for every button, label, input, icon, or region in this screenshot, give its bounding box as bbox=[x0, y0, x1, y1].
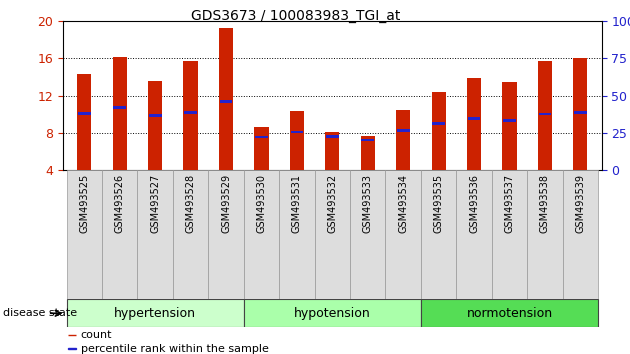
Bar bbox=[113, 57, 127, 170]
Bar bbox=[219, 28, 233, 170]
Bar bbox=[78, 112, 91, 115]
Text: percentile rank within the sample: percentile rank within the sample bbox=[81, 344, 268, 354]
Bar bbox=[527, 170, 563, 299]
Bar bbox=[149, 114, 161, 117]
Bar bbox=[421, 170, 456, 299]
Bar bbox=[432, 122, 445, 125]
Bar bbox=[244, 170, 279, 299]
Bar bbox=[314, 170, 350, 299]
Text: hypertension: hypertension bbox=[114, 307, 196, 320]
Text: GSM493537: GSM493537 bbox=[505, 174, 515, 233]
Text: GSM493532: GSM493532 bbox=[328, 174, 337, 233]
Text: GSM493529: GSM493529 bbox=[221, 174, 231, 233]
Bar bbox=[183, 61, 198, 170]
Text: normotension: normotension bbox=[466, 307, 553, 320]
Bar bbox=[279, 170, 314, 299]
Bar bbox=[255, 136, 268, 138]
Bar bbox=[397, 130, 410, 132]
Text: GSM493534: GSM493534 bbox=[398, 174, 408, 233]
Bar bbox=[362, 139, 374, 141]
Bar bbox=[326, 135, 339, 138]
Bar bbox=[503, 82, 517, 170]
Bar bbox=[69, 348, 76, 349]
Bar bbox=[148, 81, 163, 170]
Bar bbox=[386, 170, 421, 299]
Bar bbox=[350, 170, 386, 299]
Text: GSM493536: GSM493536 bbox=[469, 174, 479, 233]
Bar bbox=[137, 170, 173, 299]
Text: disease state: disease state bbox=[3, 308, 77, 318]
Text: GSM493530: GSM493530 bbox=[256, 174, 266, 233]
Bar bbox=[456, 170, 492, 299]
Bar bbox=[173, 170, 209, 299]
Bar bbox=[255, 127, 268, 170]
Text: hypotension: hypotension bbox=[294, 307, 370, 320]
Bar bbox=[503, 119, 516, 122]
Bar bbox=[77, 74, 91, 170]
Bar bbox=[396, 109, 410, 170]
Bar bbox=[290, 112, 304, 170]
Text: GSM493527: GSM493527 bbox=[150, 174, 160, 233]
Bar bbox=[360, 136, 375, 170]
Bar bbox=[539, 113, 551, 115]
Bar bbox=[432, 92, 446, 170]
Bar bbox=[563, 170, 598, 299]
Bar bbox=[538, 61, 552, 170]
Text: GSM493535: GSM493535 bbox=[433, 174, 444, 233]
Bar bbox=[102, 170, 137, 299]
Bar bbox=[67, 170, 102, 299]
Text: GDS3673 / 100083983_TGI_at: GDS3673 / 100083983_TGI_at bbox=[192, 9, 401, 23]
Bar bbox=[220, 100, 232, 103]
Bar bbox=[492, 170, 527, 299]
Text: GSM493531: GSM493531 bbox=[292, 174, 302, 233]
Bar bbox=[574, 111, 587, 114]
Bar bbox=[209, 170, 244, 299]
Bar bbox=[290, 131, 303, 133]
Text: GSM493526: GSM493526 bbox=[115, 174, 125, 233]
Text: GSM493538: GSM493538 bbox=[540, 174, 550, 233]
Bar bbox=[325, 132, 340, 170]
Bar bbox=[184, 111, 197, 114]
Bar bbox=[421, 299, 598, 327]
Text: count: count bbox=[81, 330, 112, 340]
Bar bbox=[113, 106, 126, 109]
Bar bbox=[244, 299, 421, 327]
Bar bbox=[467, 117, 481, 120]
Bar bbox=[67, 299, 244, 327]
Bar bbox=[467, 78, 481, 170]
Text: GSM493528: GSM493528 bbox=[186, 174, 195, 233]
Text: GSM493539: GSM493539 bbox=[575, 174, 585, 233]
Text: GSM493533: GSM493533 bbox=[363, 174, 373, 233]
Text: GSM493525: GSM493525 bbox=[79, 174, 89, 233]
Bar bbox=[573, 58, 588, 170]
